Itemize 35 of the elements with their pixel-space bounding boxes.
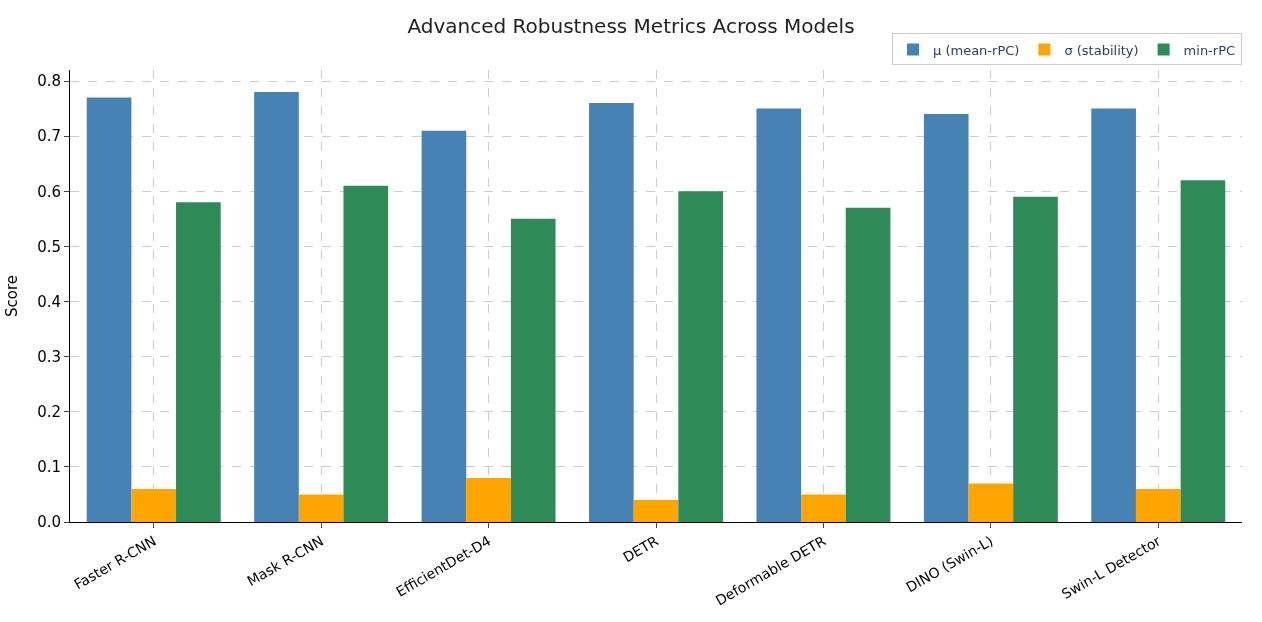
bar: [298, 494, 344, 522]
y-tick-label: 0.5: [37, 237, 61, 256]
bar: [510, 218, 556, 522]
bar: [1180, 180, 1226, 522]
bar: [1091, 108, 1136, 522]
bar: [845, 207, 891, 522]
bar: [466, 477, 511, 522]
bar: [343, 185, 389, 522]
legend-label: μ (mean-rPC): [933, 42, 1020, 58]
bar: [176, 202, 221, 522]
bar: [678, 191, 723, 522]
chart-title: Advanced Robustness Metrics Across Models: [407, 13, 855, 38]
y-tick-label: 0.1: [37, 458, 61, 477]
y-tick-label: 0.3: [37, 347, 61, 366]
bar: [801, 494, 846, 522]
bar: [1135, 488, 1181, 522]
bar: [923, 114, 969, 522]
bar: [968, 483, 1014, 522]
bar: [589, 103, 634, 522]
y-tick-label: 0.7: [37, 127, 61, 146]
legend-label: min-rPC: [1183, 42, 1236, 58]
y-tick-label: 0.8: [37, 72, 61, 91]
bar: [756, 108, 802, 522]
y-tick-label: 0.6: [37, 182, 61, 201]
bar: [86, 97, 132, 522]
bar: [254, 92, 299, 522]
y-axis-title: Score: [3, 274, 22, 318]
bar: [633, 499, 679, 522]
bar: [131, 488, 177, 522]
bar: [1013, 196, 1058, 522]
y-tick-label: 0.2: [37, 403, 61, 422]
y-tick-label: 0.4: [37, 292, 61, 311]
y-tick-label: 0.0: [37, 513, 61, 532]
bar: [421, 130, 467, 522]
legend-label: σ (stability): [1064, 42, 1139, 58]
